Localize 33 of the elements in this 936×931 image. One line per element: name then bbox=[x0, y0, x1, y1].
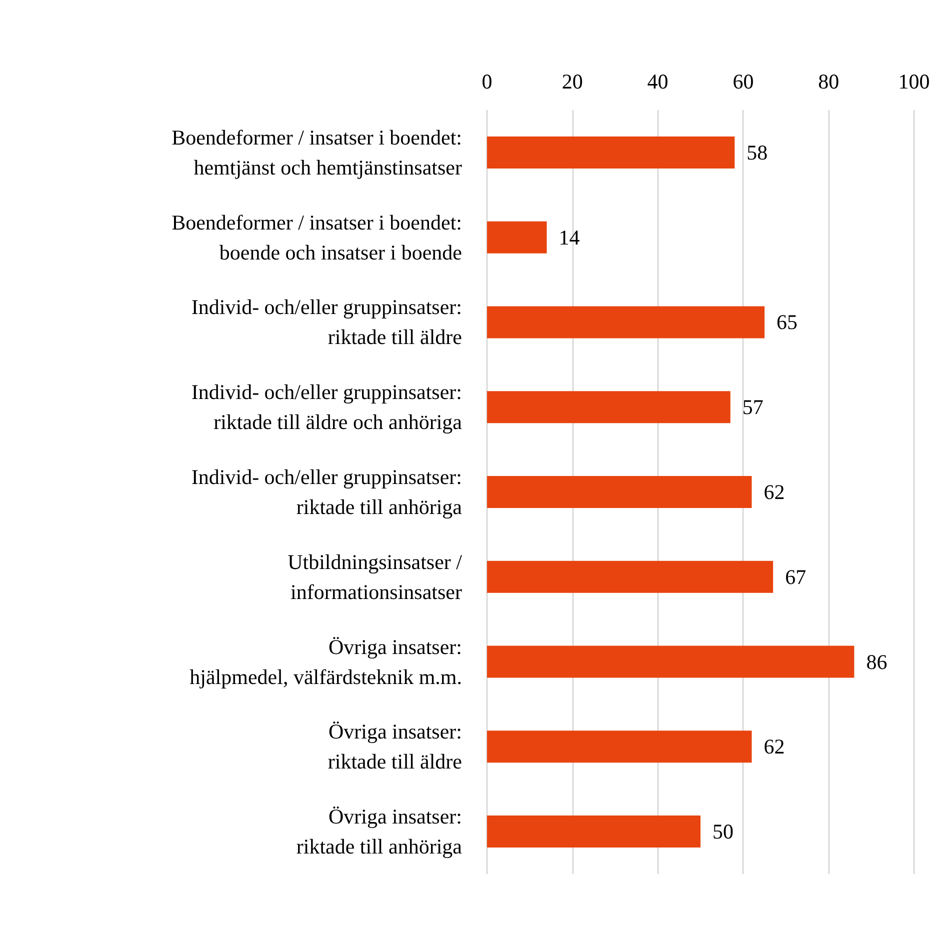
data-label: 50 bbox=[712, 820, 734, 844]
y-tick-label: Individ- och/eller gruppinsatser: riktade till äldre bbox=[191, 295, 462, 350]
bar bbox=[487, 221, 547, 254]
bar bbox=[487, 816, 700, 848]
x-tick-label: 0 bbox=[482, 70, 492, 94]
bar bbox=[487, 306, 765, 338]
x-tick-label: 20 bbox=[562, 70, 583, 94]
bar bbox=[487, 136, 735, 168]
y-tick-label: Boendeformer / insatser i boendet: hemtjänst och hemtjänstinsatser bbox=[172, 125, 462, 180]
bar bbox=[487, 730, 752, 763]
y-tick-label: Individ- och/eller gruppinsatser: riktade till äldre och anhöriga bbox=[191, 380, 463, 434]
y-tick-label: Individ- och/eller gruppinsatser: riktade till anhöriga bbox=[191, 465, 463, 519]
y-tick-label: Övriga insatser: riktade till anhöriga bbox=[296, 804, 463, 859]
x-tick-label: 60 bbox=[732, 70, 754, 94]
y-tick-label: Övriga insatser: riktade till äldre bbox=[328, 720, 462, 774]
data-label: 86 bbox=[866, 650, 888, 674]
bar bbox=[487, 560, 774, 593]
y-tick-label: Utbildningsinsatser / informationsinsatser bbox=[288, 550, 462, 604]
y-tick-label: Övriga insatser: hjälpmedel, välfärdsteknik m.m. bbox=[190, 634, 462, 689]
data-label: 67 bbox=[785, 564, 806, 589]
data-label: 57 bbox=[742, 395, 764, 420]
bar bbox=[487, 391, 730, 424]
data-label: 62 bbox=[764, 480, 785, 504]
bar bbox=[487, 476, 752, 508]
data-label: 62 bbox=[764, 734, 785, 759]
x-tick-label: 80 bbox=[818, 70, 840, 94]
y-tick-label: Boendeformer / insatser i boendet: boende och insatser i boende bbox=[172, 210, 462, 264]
bar bbox=[487, 646, 854, 678]
data-label: 58 bbox=[746, 140, 768, 164]
data-label: 14 bbox=[558, 225, 580, 250]
x-tick-label: 40 bbox=[647, 70, 668, 94]
x-tick-label: 100 bbox=[898, 70, 930, 94]
data-label: 65 bbox=[776, 310, 798, 334]
